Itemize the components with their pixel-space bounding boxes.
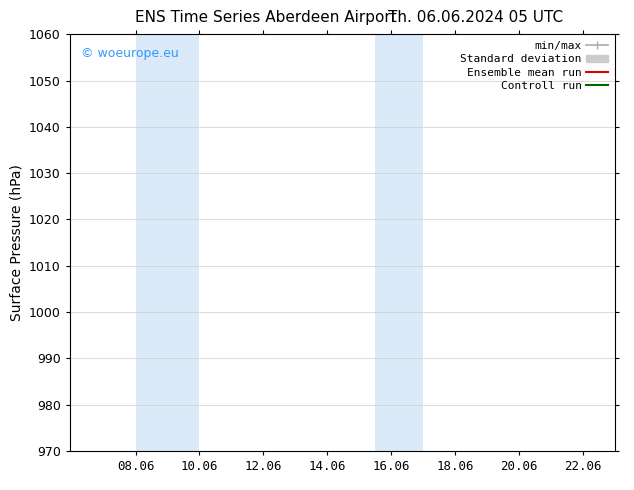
Bar	[375, 34, 424, 451]
Text: ENS Time Series Aberdeen Airport: ENS Time Series Aberdeen Airport	[136, 10, 397, 25]
Text: © woeurope.eu: © woeurope.eu	[81, 47, 178, 60]
Text: Th. 06.06.2024 05 UTC: Th. 06.06.2024 05 UTC	[388, 10, 563, 25]
Bar	[136, 34, 200, 451]
Y-axis label: Surface Pressure (hPa): Surface Pressure (hPa)	[10, 164, 23, 321]
Legend: min/max, Standard deviation, Ensemble mean run, Controll run: min/max, Standard deviation, Ensemble me…	[456, 37, 612, 96]
